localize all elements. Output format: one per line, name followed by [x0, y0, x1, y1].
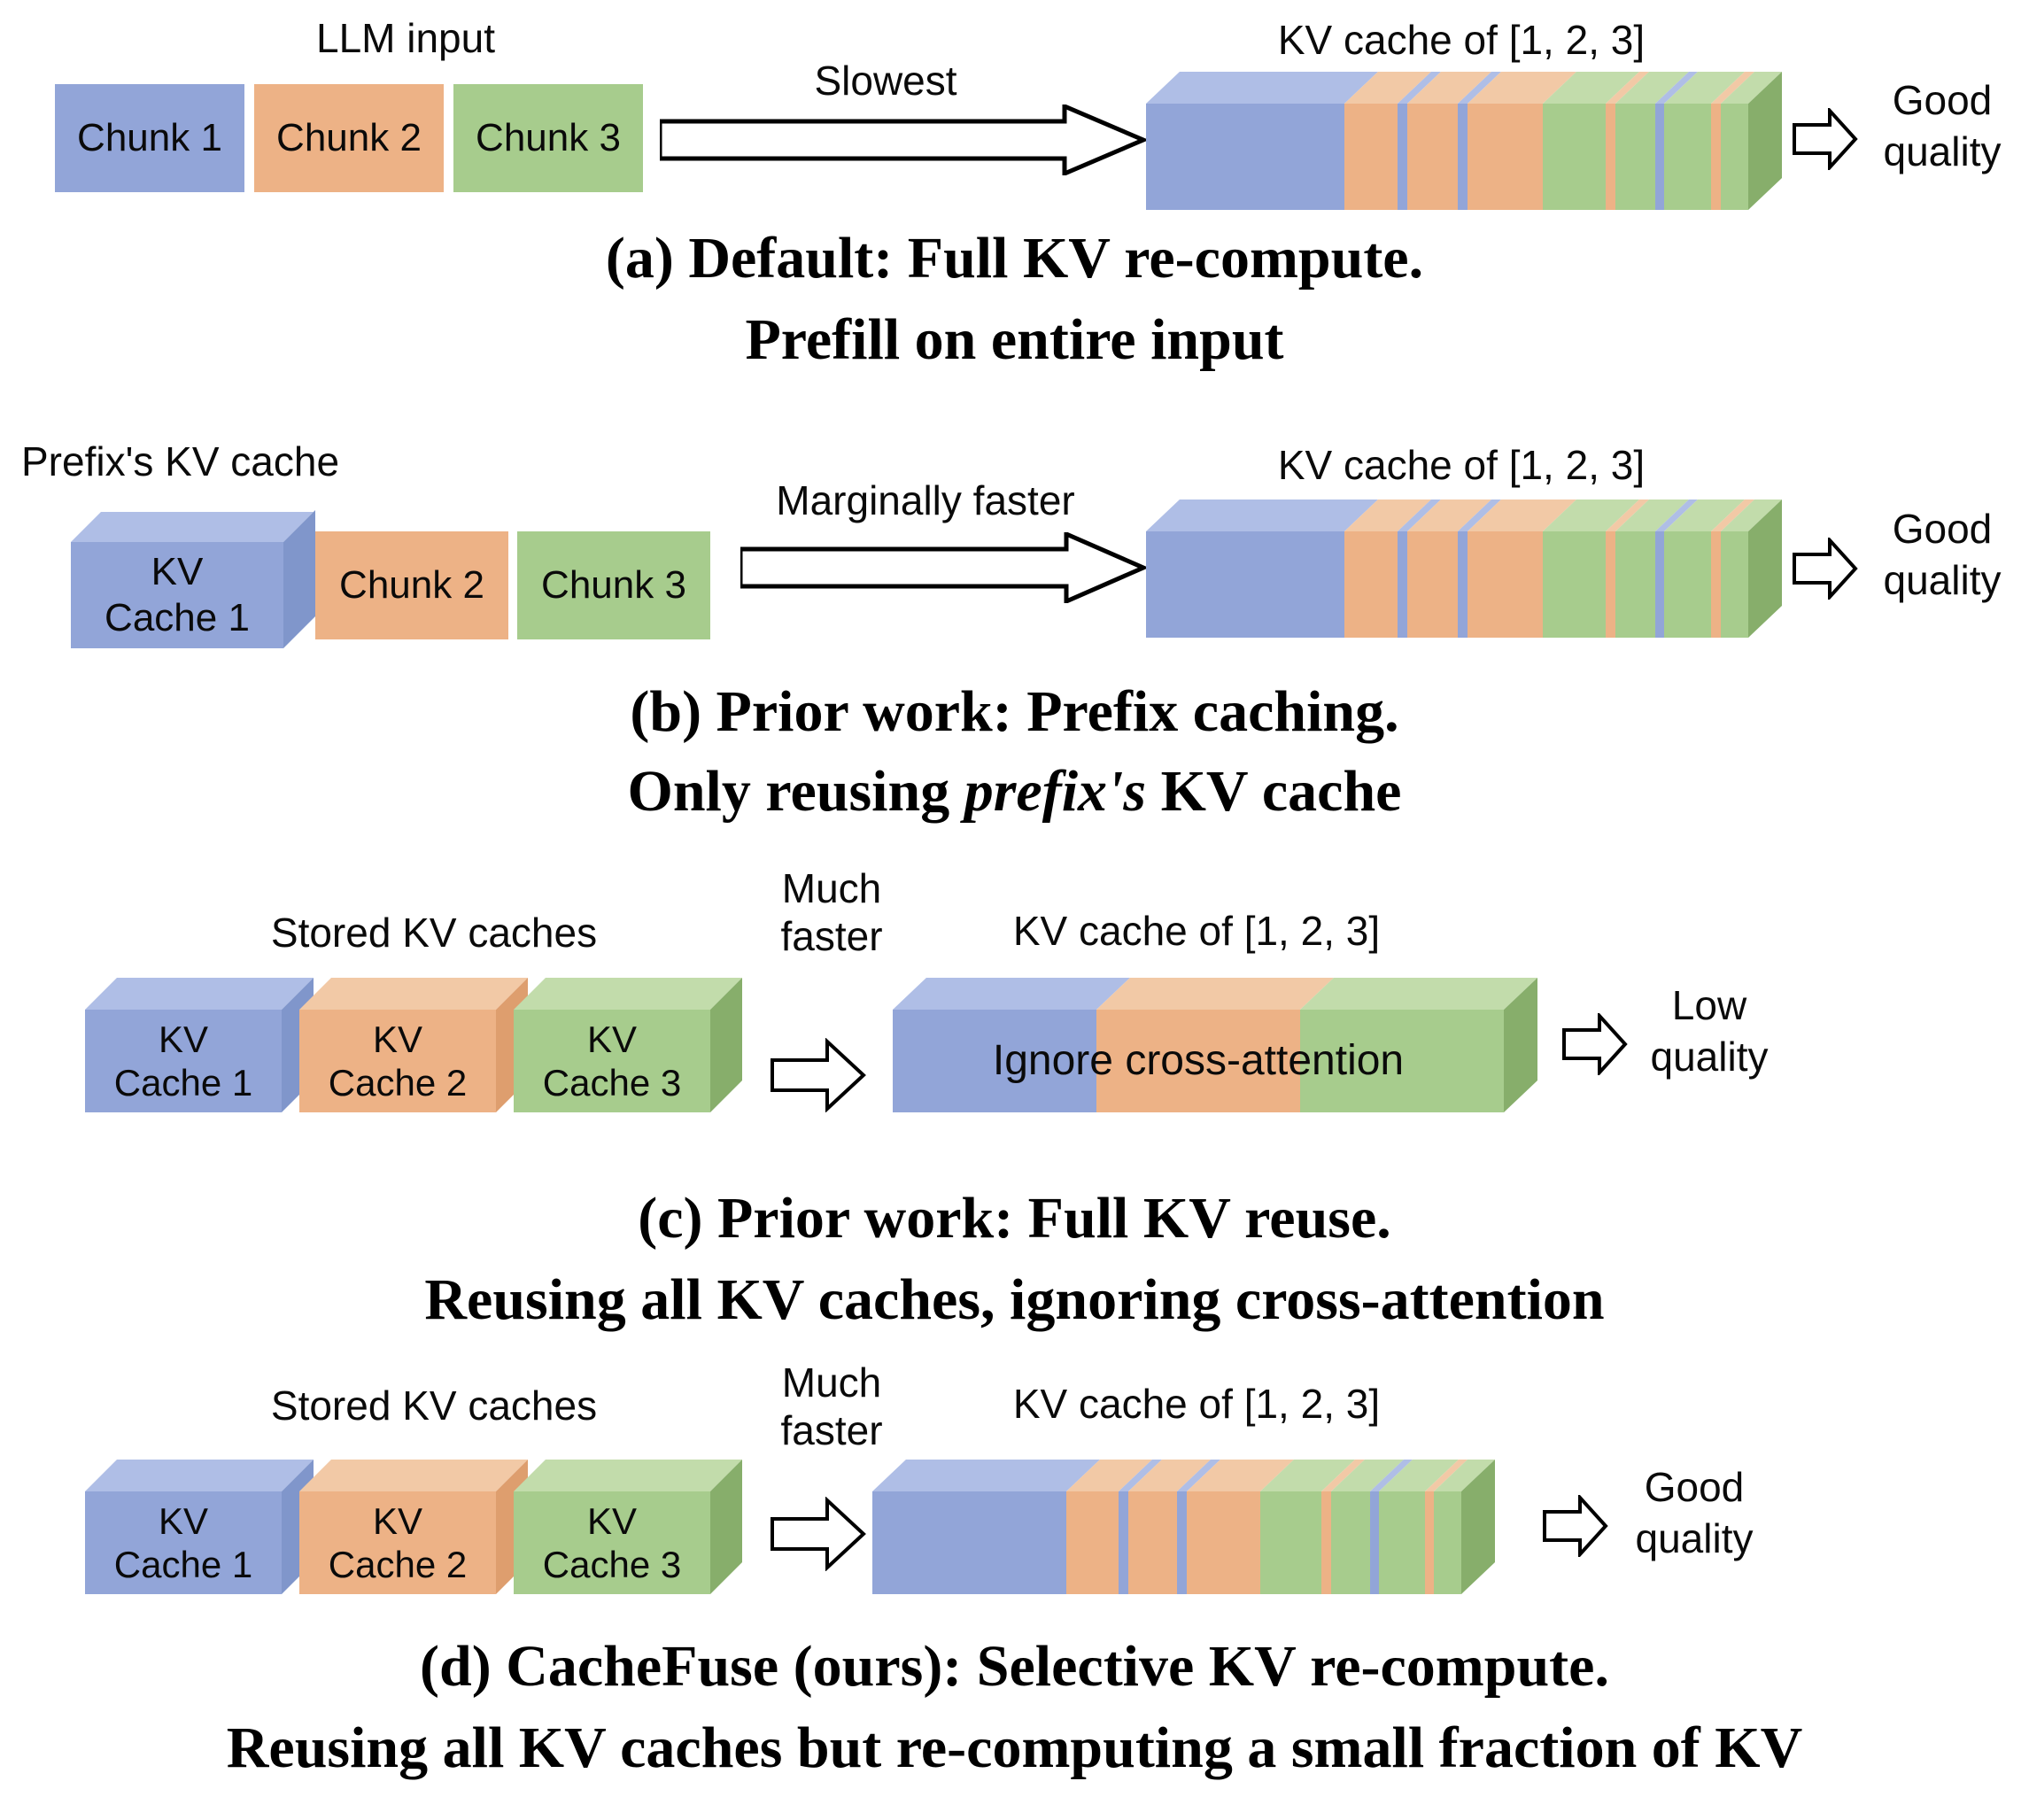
quality-label: Good quality: [1610, 1461, 1778, 1564]
much-faster-line1: Much: [781, 865, 882, 911]
quality-word-1: Good: [1644, 1464, 1745, 1510]
caption-b-line2-pre: Only reusing: [627, 759, 964, 824]
marginally-faster-label: Marginally faster: [776, 477, 1075, 523]
cube-top-face: [299, 978, 528, 1010]
slowest-label: Slowest: [814, 58, 957, 104]
kv-cache-bar-label: KV cache of [1, 2, 3]: [1012, 1381, 1381, 1427]
cube-front-face: KV Cache 3: [514, 1010, 710, 1112]
quality-arrow-icon: [1562, 1013, 1628, 1075]
much-faster-label: Much faster: [747, 864, 916, 961]
cube-label-line1: KV: [372, 1500, 423, 1542]
quality-label: Good quality: [1858, 74, 2026, 177]
much-faster-line2: faster: [780, 913, 883, 960]
quality-word-1: Good: [1892, 506, 1993, 552]
cube-label-line2: Cache 3: [542, 1062, 682, 1104]
quality-label: Good quality: [1858, 503, 2026, 606]
quality-word-1: Low: [1671, 982, 1747, 1028]
kv-cache-bar-label: KV cache of [1, 2, 3]: [1277, 17, 1646, 63]
cube-label-line2: Cache 1: [105, 596, 250, 639]
caption-c-line1: (c) Prior work: Full KV reuse.: [638, 1186, 1391, 1251]
cube-label-line1: KV: [158, 1500, 209, 1542]
bar-top-face: [1146, 72, 1782, 104]
cube-top-face: [514, 1460, 742, 1491]
caption-b-line1: (b) Prior work: Prefix caching.: [630, 679, 1399, 744]
caption-b-line2-italic: prefix's: [964, 759, 1147, 824]
cube-top-face: [85, 1460, 314, 1491]
caption-d-line1: (d) CacheFuse (ours): Selective KV re-co…: [420, 1634, 1609, 1699]
bar-front-face: [1146, 104, 1748, 210]
bar-top-face: [872, 1460, 1495, 1491]
stored-kv-caches-label: Stored KV caches: [270, 1382, 598, 1429]
cube-top-face: [71, 512, 314, 542]
bar-top-face: [893, 978, 1537, 1010]
cube-top-face: [299, 1460, 528, 1491]
much-faster-arrow-icon: [771, 1497, 866, 1571]
caption-b-line2-post: KV cache: [1146, 759, 1402, 824]
quality-arrow-icon: [1793, 538, 1858, 600]
cube-label-line2: Cache 2: [328, 1544, 468, 1585]
cube-top-face: [85, 978, 314, 1010]
cube-label-line2: Cache 1: [113, 1544, 253, 1585]
cube-front-face: KV Cache 3: [514, 1491, 710, 1594]
much-faster-line1: Much: [781, 1359, 882, 1406]
quality-label: Low quality: [1625, 980, 1793, 1082]
bar-front-face: [1146, 531, 1748, 638]
ignore-cross-attention-label: Ignore cross-attention: [992, 1037, 1405, 1084]
quality-word-2: quality: [1650, 1034, 1769, 1080]
stored-kv-caches-label: Stored KV caches: [270, 910, 598, 956]
cube-front-face: KV Cache 2: [299, 1010, 496, 1112]
quality-word-1: Good: [1892, 77, 1993, 123]
cube-label-line2: Cache 2: [328, 1062, 468, 1104]
cube-top-face: [514, 978, 742, 1010]
cube-front-face: KV Cache 1: [85, 1010, 282, 1112]
llm-input-label: LLM input: [315, 15, 495, 61]
chunk-3-box: Chunk 3: [453, 84, 643, 192]
prefix-kv-cache-label: Prefix's KV cache: [21, 438, 340, 484]
cube-front-face: KV Cache 2: [299, 1491, 496, 1594]
caption-b-line2: Only reusing prefix's KV cache: [0, 759, 2029, 825]
chunk-2-box: Chunk 2: [254, 84, 444, 192]
cube-label-line1: KV: [372, 1018, 423, 1060]
cube-label-line1: KV: [151, 550, 204, 593]
cube-front-face: KV Cache 1: [85, 1491, 282, 1594]
cube-label-line1: KV: [586, 1500, 638, 1542]
much-faster-arrow-icon: [771, 1038, 866, 1112]
marginally-faster-arrow-icon: [740, 532, 1146, 603]
quality-arrow-icon: [1793, 108, 1858, 170]
slowest-arrow-icon: [660, 105, 1146, 175]
cube-label-line1: KV: [158, 1018, 209, 1060]
cube-label-line2: Cache 3: [542, 1544, 682, 1585]
cube-front-face: KV Cache 1: [71, 542, 283, 648]
caption-d-line2: Reusing all KV caches but re-computing a…: [226, 1715, 1803, 1780]
bar-front-face: [893, 1010, 1504, 1112]
kv-cache-bar-label: KV cache of [1, 2, 3]: [1277, 442, 1646, 488]
chunk-1-box: Chunk 1: [55, 84, 244, 192]
much-faster-line2: faster: [780, 1407, 883, 1454]
much-faster-label: Much faster: [747, 1359, 916, 1455]
chunk-3-box: Chunk 3: [517, 531, 710, 639]
quality-arrow-icon: [1543, 1495, 1608, 1557]
caption-a-line1: (a) Default: Full KV re-compute.: [605, 226, 1424, 290]
quality-word-2: quality: [1635, 1515, 1754, 1561]
kv-cache-bar-label: KV cache of [1, 2, 3]: [1012, 908, 1381, 954]
caption-a-line2: Prefill on entire input: [745, 307, 1284, 372]
cube-label-line2: Cache 1: [113, 1062, 253, 1104]
quality-word-2: quality: [1883, 128, 2002, 174]
cube-label-line1: KV: [586, 1018, 638, 1060]
caption-c-line2: Reusing all KV caches, ignoring cross-at…: [424, 1267, 1605, 1332]
bar-front-face: [872, 1491, 1461, 1594]
bar-top-face: [1146, 500, 1782, 531]
quality-word-2: quality: [1883, 557, 2002, 603]
chunk-2-box: Chunk 2: [315, 531, 508, 639]
